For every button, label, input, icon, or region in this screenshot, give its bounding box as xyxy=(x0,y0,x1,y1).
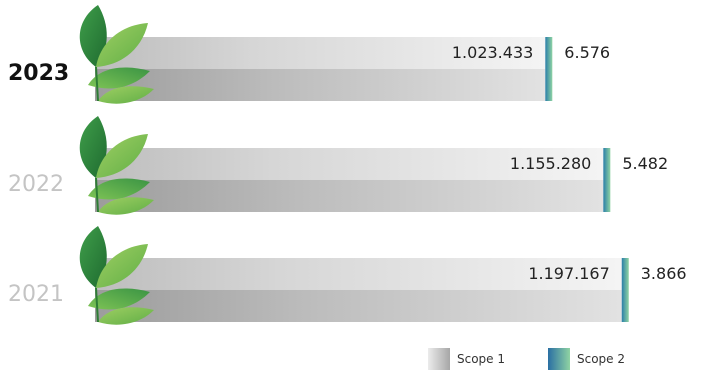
bar-scope-1-2022 xyxy=(95,148,604,180)
legend-swatch-scope-2 xyxy=(548,348,570,370)
legend-swatch-scope-1 xyxy=(428,348,450,370)
bar-group-2023 xyxy=(78,4,553,105)
bar-scope-1-lower-2021 xyxy=(95,290,622,322)
legend-label-scope-1: Scope 1 xyxy=(457,352,506,366)
bar-scope-1-2023 xyxy=(95,37,546,69)
value-label-scope-2-2021: 3.866 xyxy=(640,264,687,283)
bar-scope-1-lower-2022 xyxy=(95,180,604,212)
bar-scope-1-2021 xyxy=(95,258,622,290)
year-label-2022: 2022 xyxy=(8,172,64,197)
legend-label-scope-2: Scope 2 xyxy=(577,352,626,366)
value-label-scope-2-2022: 5.482 xyxy=(622,154,669,173)
bar-scope-2-2023 xyxy=(545,37,553,101)
bar-scope-1-lower-2023 xyxy=(95,69,546,101)
legend-scope-2: Scope 2 xyxy=(548,346,625,372)
value-label-scope-1-2021: 1.197.167 xyxy=(528,264,610,283)
bar-group-2021 xyxy=(78,225,629,326)
value-label-scope-1-2022: 1.155.280 xyxy=(509,154,592,173)
bar-group-2022 xyxy=(78,115,611,216)
year-label-2021: 2021 xyxy=(8,282,64,307)
bar-scope-2-2022 xyxy=(603,148,611,212)
value-label-scope-2-2023: 6.576 xyxy=(564,43,611,62)
legend-scope-1: Scope 1 xyxy=(428,346,505,372)
bar-scope-2-2021 xyxy=(621,258,629,322)
year-label-2023: 2023 xyxy=(8,61,70,86)
value-label-scope-1-2023: 1.023.433 xyxy=(451,43,534,62)
